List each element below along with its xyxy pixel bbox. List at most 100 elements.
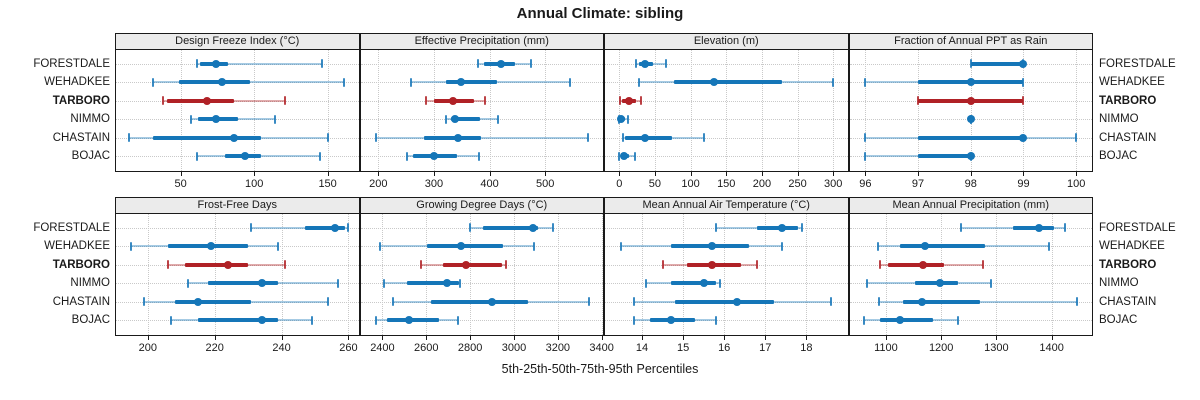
row-label-right-forestdale: FORESTDALE <box>1099 221 1176 234</box>
x-axis-tick <box>180 172 182 176</box>
panel-effective-precipitation-mm-: Effective Precipitation (mm) 200 300 400 500 <box>359 33 604 194</box>
median-dot <box>710 78 719 86</box>
iqr-25-75 <box>430 299 529 304</box>
iqr-25-75 <box>1013 225 1055 230</box>
range-end-cap <box>1064 223 1067 232</box>
range-end-cap <box>637 77 640 87</box>
median-dot <box>217 78 226 86</box>
iqr-25-75 <box>757 225 799 230</box>
median-dot <box>451 115 460 123</box>
v-gridline <box>619 50 621 171</box>
range-end-cap <box>665 59 668 68</box>
row-label-left-forestdale: FORESTDALE <box>33 221 110 234</box>
x-axis-tick <box>147 336 149 340</box>
chart-caption: 5th-25th-50th-75th-95th Percentiles <box>501 362 699 376</box>
x-axis-tick-label: 2600 <box>414 342 439 354</box>
h-gridline <box>360 119 603 120</box>
range-end-cap <box>337 278 340 288</box>
h-gridline <box>360 283 603 284</box>
x-axis-tick <box>513 336 515 340</box>
range-end-cap <box>342 77 345 87</box>
range-end-cap <box>981 260 984 269</box>
x-axis-tick-label: 1300 <box>984 342 1009 354</box>
range-end-cap <box>864 151 867 161</box>
v-gridline <box>147 214 149 335</box>
range-end-cap <box>374 315 377 325</box>
h-gridline <box>360 63 603 65</box>
median-dot <box>241 152 250 160</box>
median-dot <box>966 115 975 123</box>
v-gridline <box>797 50 799 171</box>
row-label-right-tarboro: TARBORO <box>1099 258 1157 271</box>
range-end-cap <box>283 260 286 269</box>
median-dot <box>918 260 927 269</box>
v-gridline <box>557 214 559 335</box>
median-dot <box>966 152 975 160</box>
range-end-cap <box>409 77 412 87</box>
v-gridline <box>489 50 491 171</box>
median-dot <box>229 133 238 142</box>
range-end-cap <box>830 297 833 306</box>
iqr-25-75 <box>670 281 716 285</box>
h-gridline <box>849 320 1092 321</box>
median-dot <box>461 260 470 269</box>
row-label-right-nimmo: NIMMO <box>1099 277 1139 289</box>
range-end-cap <box>189 114 192 124</box>
v-gridline <box>724 214 726 335</box>
median-dot <box>211 115 220 123</box>
x-axis-tick-label: 2400 <box>370 342 395 354</box>
x-axis-tick-label: 150 <box>318 178 337 190</box>
v-gridline <box>806 214 808 335</box>
range-end-cap <box>532 241 535 251</box>
range-end-cap <box>505 260 508 269</box>
x-axis-tick <box>214 336 216 340</box>
v-gridline <box>470 214 472 335</box>
v-gridline <box>513 214 515 335</box>
v-gridline <box>327 50 329 171</box>
median-dot <box>497 59 506 68</box>
v-gridline <box>348 214 350 335</box>
iqr-25-75 <box>184 262 249 267</box>
v-gridline <box>1076 50 1078 171</box>
iqr-25-75 <box>174 299 252 304</box>
h-gridline <box>605 320 848 321</box>
range-end-cap <box>273 114 276 124</box>
range-end-cap <box>195 59 198 68</box>
x-axis-tick-label: 16 <box>718 342 731 354</box>
row-label-right-nimmo: NIMMO <box>1099 113 1139 125</box>
panel-frost-free-days: Frost-Free Days 200 220 240 260 <box>115 197 360 358</box>
range-end-cap <box>568 77 571 87</box>
range-end-cap <box>484 96 487 105</box>
range-end-cap <box>1022 96 1025 105</box>
range-end-cap <box>170 315 173 325</box>
range-end-cap <box>1047 241 1050 251</box>
median-dot <box>457 242 466 250</box>
v-gridline <box>690 50 692 171</box>
panel-plot-area <box>115 213 360 336</box>
range-end-cap <box>392 297 395 306</box>
panel-strip-title: Frost-Free Days <box>115 197 360 214</box>
x-axis-tick <box>726 172 728 176</box>
median-dot <box>640 59 649 68</box>
iqr-25-75 <box>406 281 459 285</box>
h-gridline <box>849 264 1092 266</box>
row-label-right-forestdale: FORESTDALE <box>1099 57 1176 70</box>
range-end-cap <box>587 297 590 306</box>
range-end-cap <box>374 133 377 142</box>
v-gridline <box>941 214 943 335</box>
panel-plot-area <box>359 213 604 336</box>
v-gridline <box>641 214 643 335</box>
v-gridline <box>1023 50 1025 171</box>
x-axis-tick <box>941 336 943 340</box>
median-dot <box>707 242 716 250</box>
x-axis-tick-label: 2800 <box>457 342 483 354</box>
v-gridline <box>918 50 920 171</box>
row-label-left-nimmo: NIMMO <box>70 113 110 125</box>
range-end-cap <box>166 260 169 269</box>
range-end-cap <box>989 278 992 288</box>
panel-plot-area <box>604 213 849 336</box>
range-end-cap <box>626 114 629 124</box>
range-end-cap <box>661 260 664 269</box>
range-end-cap <box>284 96 286 105</box>
row-label-left-forestdale: FORESTDALE <box>33 57 110 70</box>
